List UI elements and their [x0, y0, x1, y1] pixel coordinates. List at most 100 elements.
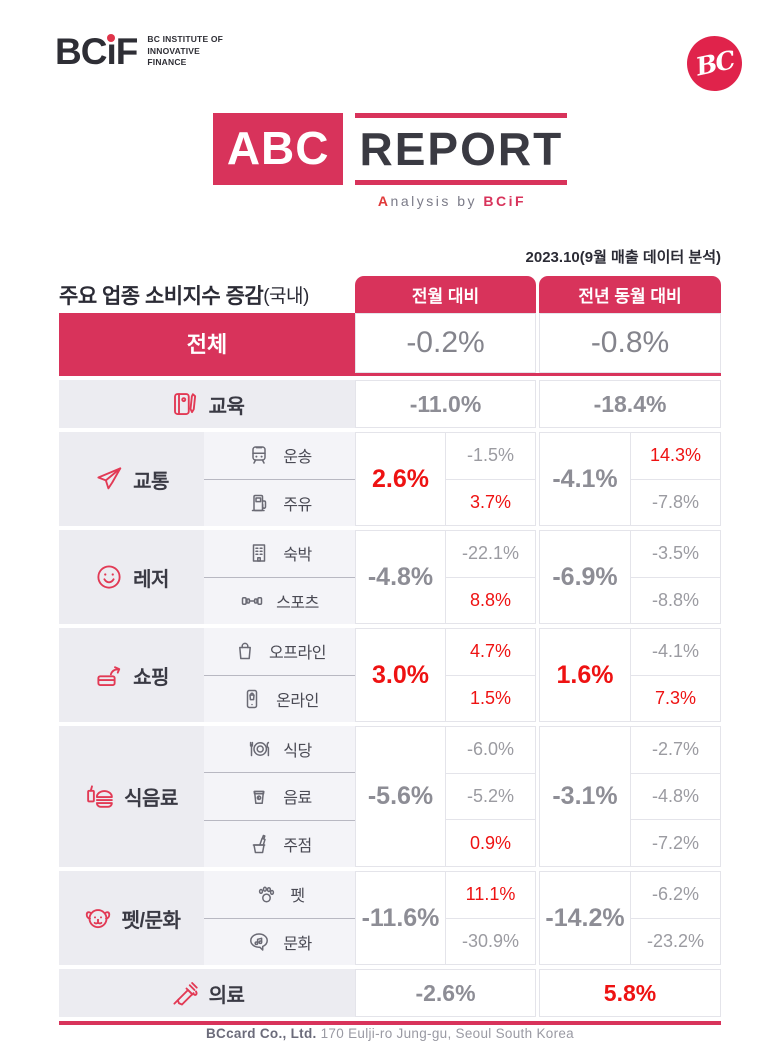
footer: BCcard Co., Ltd. 170 Eulji-ro Jung-gu, S…: [0, 1026, 780, 1041]
consumption-index-table: 주요 업종 소비지수 증감 (국내) 전월 대비 전년 동월 대비 전체 -0.2…: [59, 276, 721, 1025]
category-row-7: 의료 -2.6% 5.8%: [59, 969, 721, 1017]
plate-cutlery-icon: [247, 737, 271, 761]
category-cell: 교육: [59, 380, 355, 428]
mom-sub-value: -5.2%: [446, 772, 535, 820]
yoy-main-value: -3.1%: [539, 726, 631, 867]
abc-report-logo: ABC REPORT Analysis by BCiF: [0, 113, 780, 209]
mom-main-value: 2.6%: [355, 432, 446, 526]
mom-sub-value: -30.9%: [446, 917, 535, 965]
mom-sub-value: -1.5%: [466, 445, 515, 466]
mom-sub-value: 1.5%: [446, 674, 535, 722]
category-row-5: 식음료 식당 음료 주점 -5.6% -6.0% -5.2% 0.9% -3.1% -2.7% -4…: [59, 726, 721, 867]
mom-sub-value: -6.0%: [466, 739, 515, 760]
subcategory-item: 주점: [204, 819, 355, 867]
mom-main-value: 3.0%: [355, 628, 446, 722]
mom-sub-value: 3.7%: [446, 478, 535, 526]
total-row: 전체 -0.2% -0.8%: [59, 313, 721, 373]
category-label: 의료: [208, 984, 245, 1007]
yoy-sub-value: -7.2%: [631, 819, 720, 866]
yoy-sub-value: -7.8%: [631, 478, 720, 526]
subcategory-label: 오프라인: [269, 645, 326, 663]
subcategory-label: 스포츠: [276, 594, 319, 612]
subcategory-item: 운송: [204, 432, 355, 479]
mom-sub-values: -1.5% 3.7%: [446, 432, 536, 526]
report-logo-text: REPORT: [355, 113, 568, 185]
table-title: 주요 업종 소비지수 증감 (국내): [59, 276, 355, 313]
subcategory-item: 오프라인: [204, 628, 355, 675]
yoy-sub-values: -2.7% -4.8% -7.2%: [631, 726, 721, 867]
yoy-sub-value: -3.5%: [651, 543, 700, 564]
yoy-sub-value: -6.2%: [651, 884, 700, 905]
mom-value: -11.0%: [355, 380, 536, 428]
subcategory-label: 온라인: [276, 692, 319, 710]
yoy-main-value: -6.9%: [539, 530, 631, 624]
category-cell: 레저: [59, 530, 204, 624]
category-cell: 의료: [59, 969, 355, 1017]
building-icon: [247, 541, 271, 565]
category-cell: 식음료: [59, 726, 204, 867]
yoy-main-value: 1.6%: [539, 628, 631, 722]
book-pencil-icon: [170, 389, 200, 419]
bottle-bucket-icon: [247, 832, 271, 856]
syringe-icon: [170, 978, 200, 1008]
category-label: 레저: [133, 568, 169, 591]
red-bottom-border: [59, 1021, 721, 1025]
subcategory-item: 온라인: [204, 674, 355, 723]
category-row-3: 레저 숙박 스포츠 -4.8% -22.1% 8.8% -6.9% -3.5% -8.8%: [59, 530, 721, 624]
subcategory-stack: 식당 음료 주점: [204, 726, 355, 867]
subcategory-label: 숙박: [283, 547, 312, 565]
dumbbell-icon: [240, 589, 264, 613]
bcif-wordmark: BCı F: [55, 31, 138, 72]
yoy-sub-value: -8.8%: [631, 576, 720, 624]
fuel-pump-icon: [247, 491, 271, 515]
bc-logo-badge: BC: [683, 32, 746, 95]
mom-sub-value: 11.1%: [465, 884, 516, 905]
dog-face-icon: [83, 903, 113, 933]
mom-sub-values: -22.1% 8.8%: [446, 530, 536, 624]
yoy-main-value: -14.2%: [539, 871, 631, 965]
subtitle-rest: nalysis by: [390, 193, 484, 209]
mom-sub-value: 8.8%: [446, 576, 535, 624]
card-payment-icon: [94, 660, 124, 690]
column-header-yoy: 전년 동월 대비: [539, 276, 721, 313]
mom-sub-value: 0.9%: [446, 819, 535, 866]
category-cell: 쇼핑: [59, 628, 204, 722]
table-header-row: 주요 업종 소비지수 증감 (국내) 전월 대비 전년 동월 대비: [59, 276, 721, 313]
report-subtitle: Analysis by BCiF: [378, 193, 526, 209]
yoy-sub-value: 7.3%: [631, 674, 720, 722]
subcategory-item: 펫: [204, 871, 355, 918]
subtitle-lead: A: [377, 193, 391, 209]
mom-main-value: -4.8%: [355, 530, 446, 624]
yoy-sub-value: -4.8%: [631, 772, 720, 820]
bc-logo-text: BC: [693, 45, 736, 82]
train-icon: [247, 443, 271, 467]
burger-drink-icon: [85, 782, 115, 812]
mom-main-value: -5.6%: [355, 726, 446, 867]
subcategory-label: 음료: [283, 790, 312, 808]
subcategory-label: 펫: [290, 888, 305, 906]
subcategory-label: 주유: [283, 496, 312, 514]
bcif-tagline: BC INSTITUTE OF INNOVATIVE FINANCE: [147, 34, 224, 68]
category-label: 교통: [133, 470, 169, 493]
yoy-sub-value: -23.2%: [631, 917, 720, 965]
category-label: 교육: [208, 395, 245, 418]
footer-company: BCcard Co., Ltd.: [206, 1026, 317, 1041]
subcategory-item: 음료: [204, 772, 355, 819]
mom-sub-value: 4.7%: [469, 641, 512, 662]
mom-value: -2.6%: [355, 969, 536, 1017]
mom-sub-value: -22.1%: [461, 543, 520, 564]
total-mom-value: -0.2%: [355, 313, 536, 373]
speech-music-icon: [247, 930, 271, 954]
subcategory-item: 문화: [204, 917, 355, 966]
category-row-4: 쇼핑 오프라인 온라인 3.0% 4.7% 1.5% 1.6% -4.1% 7.3%: [59, 628, 721, 722]
subcategory-label: 주점: [283, 837, 312, 855]
subcategory-label: 운송: [283, 449, 312, 467]
subcategory-label: 문화: [283, 935, 312, 953]
category-label: 쇼핑: [133, 666, 169, 689]
category-row-1: 교육 -11.0% -18.4%: [59, 380, 721, 428]
category-row-6: 펫/문화 펫 문화 -11.6% 11.1% -30.9% -14.2% -6.2% -23.2…: [59, 871, 721, 965]
